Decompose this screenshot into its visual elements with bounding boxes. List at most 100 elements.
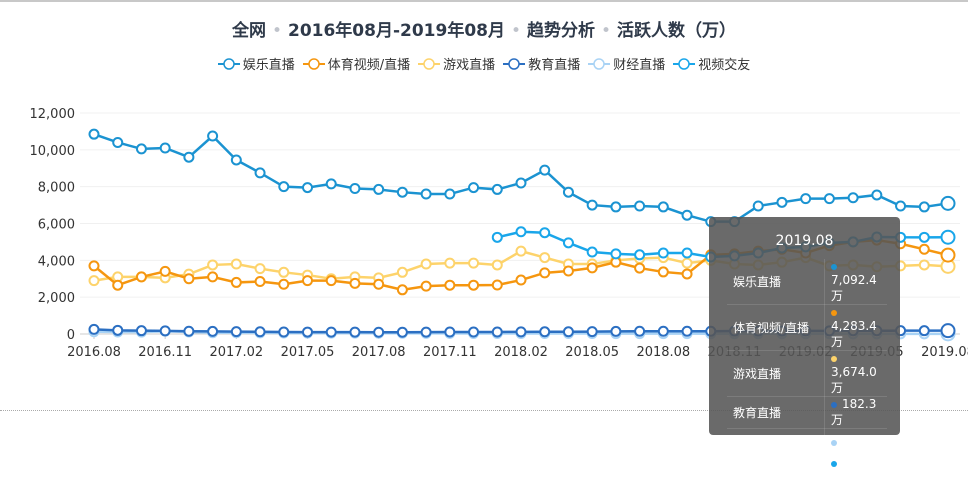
legend-item[interactable]: 娱乐直播	[217, 54, 295, 73]
data-point[interactable]	[325, 326, 337, 338]
data-point[interactable]	[302, 275, 313, 287]
data-point[interactable]	[373, 183, 385, 195]
data-point[interactable]	[657, 266, 669, 278]
data-point[interactable]	[183, 273, 195, 285]
data-point[interactable]	[254, 276, 266, 288]
data-point[interactable]	[776, 196, 788, 208]
data-point[interactable]	[562, 326, 574, 338]
data-point[interactable]	[586, 199, 598, 211]
data-point[interactable]	[940, 323, 956, 339]
data-point[interactable]	[254, 263, 266, 275]
data-point[interactable]	[254, 167, 266, 179]
data-point[interactable]	[230, 276, 242, 288]
data-point[interactable]	[491, 279, 503, 291]
data-point[interactable]	[112, 324, 124, 336]
data-point[interactable]	[183, 151, 195, 163]
data-point[interactable]	[800, 193, 812, 205]
data-point[interactable]	[349, 326, 361, 338]
data-point[interactable]	[634, 325, 646, 337]
data-point[interactable]	[918, 325, 930, 337]
data-point[interactable]	[349, 277, 361, 289]
data-point[interactable]	[940, 195, 956, 211]
data-point[interactable]	[823, 193, 835, 205]
data-point[interactable]	[230, 326, 242, 338]
legend-item[interactable]: 游戏直播	[418, 54, 495, 73]
data-point[interactable]	[491, 231, 503, 243]
data-point[interactable]	[586, 262, 598, 274]
data-point[interactable]	[207, 325, 219, 337]
data-point[interactable]	[444, 279, 456, 291]
data-point[interactable]	[278, 326, 290, 338]
data-point[interactable]	[302, 326, 313, 338]
data-point[interactable]	[634, 262, 646, 274]
legend-item[interactable]: 体育视频/直播	[302, 54, 410, 73]
data-point[interactable]	[88, 323, 100, 335]
data-point[interactable]	[135, 271, 147, 283]
data-point[interactable]	[444, 257, 456, 269]
data-point[interactable]	[302, 182, 313, 194]
legend-item[interactable]: 视频交友	[673, 54, 750, 73]
data-point[interactable]	[539, 267, 551, 279]
data-point[interactable]	[396, 266, 408, 278]
data-point[interactable]	[420, 280, 432, 292]
data-point[interactable]	[230, 154, 242, 166]
data-point[interactable]	[515, 245, 527, 257]
data-point[interactable]	[895, 200, 907, 212]
data-point[interactable]	[610, 201, 622, 213]
data-point[interactable]	[871, 189, 883, 201]
data-point[interactable]	[586, 246, 598, 258]
data-point[interactable]	[539, 227, 551, 239]
data-point[interactable]	[468, 257, 480, 269]
data-point[interactable]	[230, 258, 242, 270]
data-point[interactable]	[159, 265, 171, 277]
data-point[interactable]	[918, 201, 930, 213]
data-point[interactable]	[468, 326, 480, 338]
data-point[interactable]	[491, 326, 503, 338]
data-point[interactable]	[634, 249, 646, 261]
data-point[interactable]	[88, 275, 100, 287]
data-point[interactable]	[515, 177, 527, 189]
data-point[interactable]	[373, 326, 385, 338]
data-point[interactable]	[515, 274, 527, 286]
data-point[interactable]	[539, 326, 551, 338]
data-point[interactable]	[254, 326, 266, 338]
legend-item[interactable]: 财经直播	[588, 54, 665, 73]
data-point[interactable]	[681, 247, 693, 259]
data-point[interactable]	[657, 325, 669, 337]
data-point[interactable]	[396, 326, 408, 338]
data-point[interactable]	[634, 200, 646, 212]
data-point[interactable]	[373, 278, 385, 290]
data-point[interactable]	[468, 182, 480, 194]
data-point[interactable]	[349, 183, 361, 195]
data-point[interactable]	[539, 164, 551, 176]
data-point[interactable]	[207, 271, 219, 283]
data-point[interactable]	[135, 143, 147, 155]
data-point[interactable]	[159, 325, 171, 337]
data-point[interactable]	[183, 325, 195, 337]
data-point[interactable]	[940, 229, 956, 245]
data-point[interactable]	[610, 325, 622, 337]
data-point[interactable]	[278, 278, 290, 290]
data-point[interactable]	[135, 325, 147, 337]
data-point[interactable]	[657, 247, 669, 259]
data-point[interactable]	[112, 279, 124, 291]
data-point[interactable]	[491, 259, 503, 271]
data-point[interactable]	[681, 257, 693, 269]
data-point[interactable]	[396, 284, 408, 296]
data-point[interactable]	[681, 268, 693, 280]
data-point[interactable]	[657, 201, 669, 213]
data-point[interactable]	[420, 188, 432, 200]
data-point[interactable]	[88, 260, 100, 272]
data-point[interactable]	[681, 209, 693, 221]
data-point[interactable]	[491, 183, 503, 195]
data-point[interactable]	[278, 266, 290, 278]
data-point[interactable]	[207, 259, 219, 271]
data-point[interactable]	[918, 231, 930, 243]
data-point[interactable]	[444, 326, 456, 338]
data-point[interactable]	[278, 181, 290, 193]
data-point[interactable]	[586, 326, 598, 338]
data-point[interactable]	[515, 226, 527, 238]
data-point[interactable]	[562, 186, 574, 198]
data-point[interactable]	[420, 258, 432, 270]
data-point[interactable]	[681, 325, 693, 337]
